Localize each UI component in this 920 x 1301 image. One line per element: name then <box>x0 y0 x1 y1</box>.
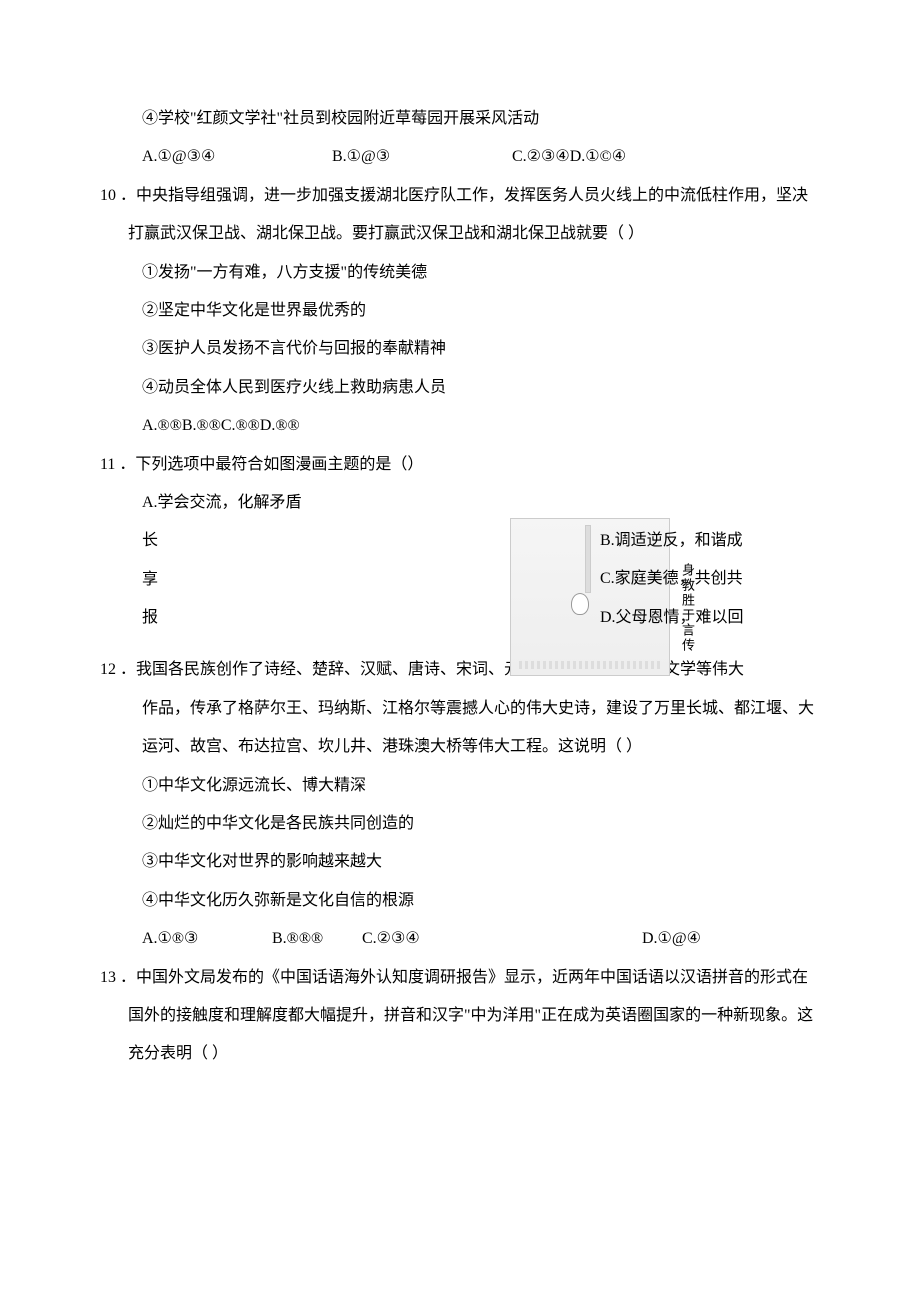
q10-item2: ②坚定中华文化是世界最优秀的 <box>100 292 820 330</box>
q9-item4: ④学校"红颜文学社"社员到校园附近草莓园开展采风活动 <box>100 100 820 138</box>
cartoon-bar <box>585 525 591 593</box>
q11-option-c[interactable]: C.家庭美德，共创共 <box>600 560 780 598</box>
exam-content: ④学校"红颜文学社"社员到校园附近草莓园开展采风活动 A.①@③④ B.①@③ … <box>100 100 820 1074</box>
q12-option-c[interactable]: C.②③④ <box>362 920 642 958</box>
q11-option-a[interactable]: A.学会交流，化解矛盾 <box>142 484 820 522</box>
q11-option-b[interactable]: B.调适逆反，和谐成 <box>600 522 780 560</box>
q12-item4: ④中华文化历久弥新是文化自信的根源 <box>100 882 820 920</box>
q10-item3: ③医护人员发扬不言代价与回报的奉献精神 <box>100 330 820 368</box>
q11-option-d[interactable]: D.父母恩情，难以回 <box>600 599 780 637</box>
q11-stem: 11 ．下列选项中最符合如图漫画主题的是（） <box>128 446 820 484</box>
q13-stem: 13 ．中国外文局发布的《中国话语海外认知度调研报告》显示，近两年中国话语以汉语… <box>128 959 820 1074</box>
q12-item3: ③中华文化对世界的影响越来越大 <box>100 843 820 881</box>
q9-option-cd[interactable]: C.②③④D.①©④ <box>512 138 642 176</box>
q12-options: A.①®③ B.®®® C.②③④ D.①@④ <box>100 920 820 958</box>
q12-option-b[interactable]: B.®®® <box>272 920 362 958</box>
q10-item4: ④动员全体人民到医疗火线上救助病患人员 <box>100 369 820 407</box>
q11-body: A.学会交流，化解矛盾 长 享 报 身教胜于言传 B.调适逆反，和谐成 C.家庭… <box>100 484 820 638</box>
q9-options: A.①@③④ B.①@③ C.②③④D.①©④ <box>100 138 820 176</box>
q12-item2: ②灿烂的中华文化是各民族共同创造的 <box>100 805 820 843</box>
q12-stem1: 12 ．我国各民族创作了诗经、楚辞、汉赋、唐诗、宋词、元曲、明清小说和现代文学等… <box>128 651 820 689</box>
cartoon-face <box>571 593 589 615</box>
q12-item1: ①中华文化源远流长、博大精深 <box>100 767 820 805</box>
q10-item1: ①发扬"一方有难，八方支援"的传统美德 <box>100 254 820 292</box>
cartoon-ground <box>519 661 661 669</box>
q10-options[interactable]: A.®®B.®®C.®®D.®® <box>100 407 820 445</box>
q12-option-d[interactable]: D.①@④ <box>642 920 701 958</box>
q9-option-b[interactable]: B.①@③ <box>332 138 512 176</box>
q9-option-a[interactable]: A.①@③④ <box>142 138 332 176</box>
q12-option-a[interactable]: A.①®③ <box>142 920 272 958</box>
q10-stem: 10 ．中央指导组强调，进一步加强支援湖北医疗队工作，发挥医务人员火线上的中流低… <box>128 177 820 254</box>
q12-stem2: 作品，传承了格萨尔王、玛纳斯、江格尔等震撼人心的伟大史诗，建设了万里长城、都江堰… <box>100 690 820 767</box>
